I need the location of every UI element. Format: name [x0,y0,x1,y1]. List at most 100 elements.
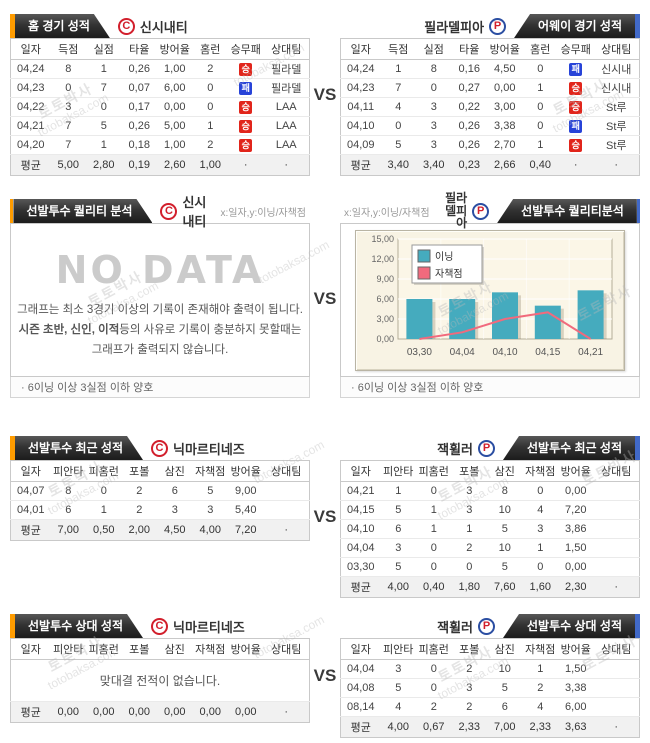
cell: 0 [522,97,558,117]
avg-cell: 4,00 [380,576,416,598]
cell: 04,10 [340,116,381,136]
section-title: 홈 경기 성적 [15,14,110,38]
col-header: 상대팀 [263,638,310,660]
team-block: C 신시내티 [110,17,196,36]
col-header: 일자 [340,638,381,660]
panel-header: 잭휠러 P 선발투수 상대 성적 [340,614,640,638]
panel-away-record: 필라델피아 P 어웨이 경기 성적 일자 득점 실점 타율 방어율 홈런 승무패 상대팀 04,… [340,14,640,176]
win-badge: 승 [569,100,583,114]
cell: 04,22 [10,97,51,117]
team-name: 필라델피아 [424,19,485,35]
cell: 04,24 [340,59,381,79]
cell: 2 [121,500,157,520]
vs-label: VS [313,507,337,526]
avg-cell: 3,40 [416,154,452,176]
win-badge: 승 [239,100,253,114]
col-header: 방어율 [558,638,594,660]
panel-quality-right: x:일자,y:이닝/자책점 필라델피아 P 선발투수 퀄리티분석 0,00 3,0… [340,192,640,398]
team-block: 잭휠러 P [429,617,503,636]
avg-cell: · [593,576,640,598]
cell [593,557,640,577]
cell: 2 [451,697,487,717]
avg-cell: 0,23 [451,154,487,176]
cell: 8 [50,481,86,501]
stats-table: 일자 피안타 피홈런 포볼 삼진 자책점 방어율 상대팀 04,07 8 0 2 6 5 9,00 04,01… [10,460,310,541]
cell: 08,14 [340,697,381,717]
section-matchup-record: 선발투수 상대 성적 C 닉마르티네즈 일자 피안타 피홈런 포볼 삼진 자책점 방어율 상대… [0,614,650,738]
cell: 승 [228,135,264,155]
table-row: 04,24 8 1 0,26 1,00 2 승 필라델 [10,59,310,79]
avg-cell: 0,00 [121,701,157,723]
cell: 04,07 [10,481,51,501]
cell: 1 [416,519,452,539]
orange-accent-bar [10,14,15,38]
cell: 8 [416,59,452,79]
cell: 0,07 [121,78,157,98]
cell: 0 [416,659,452,679]
cell: 0,17 [121,97,157,117]
panel-home-record: 홈 경기 성적 C 신시내티 일자 득점 실점 타율 방어율 홈런 승무패 상대팀 04,24 8… [10,14,310,176]
col-header: 승무패 [558,38,594,60]
cell: 승 [558,135,594,155]
col-header: 삼진 [487,638,523,660]
avg-cell: 0,40 [416,576,452,598]
cell: 1 [192,116,228,136]
col-header: 자책점 [522,638,558,660]
avg-cell: 0,40 [522,154,558,176]
cell: 04,10 [340,519,381,539]
win-badge: 승 [569,81,583,95]
reds-logo-icon: C [151,439,168,457]
cell: 9,00 [228,481,264,501]
col-header: 일자 [10,638,51,660]
win-badge: 승 [239,119,253,133]
cell: 1 [380,481,416,501]
cell: 5 [192,481,228,501]
cell: 0 [192,97,228,117]
cell: 4,50 [487,59,523,79]
col-header: 방어율 [157,38,193,60]
cell: 0 [522,557,558,577]
cell [593,538,640,558]
cell: 0 [416,557,452,577]
avg-cell: 3,40 [380,154,416,176]
team-name: 필라델피아 [445,191,468,231]
avg-cell: 1,80 [451,576,487,598]
cell: 1,50 [558,538,594,558]
table-header-row: 일자 득점 실점 타율 방어율 홈런 승무패 상대팀 [340,38,640,60]
cell: 0,22 [451,97,487,117]
cell: 1 [86,59,122,79]
avg-cell: · [593,716,640,738]
recent-record-table: 일자 피안타 피홈런 포볼 삼진 자책점 방어율 상대팀 04,07 8 0 2 6 5 9,00 04,01… [10,460,310,541]
cell: 6,00 [558,697,594,717]
table-row: 04,10 0 3 0,26 3,38 0 패 St루 [340,116,640,136]
avg-cell: 2,30 [558,576,594,598]
cell: 1 [522,659,558,679]
cell: 04,09 [340,135,381,155]
avg-cell: 7,20 [228,519,264,541]
cell: 3 [416,97,452,117]
team-block: 필라델피아 P [416,17,514,36]
average-row: 평균 5,00 2,80 0,19 2,60 1,00 · · [10,154,310,176]
cell: 8 [487,481,523,501]
cell: 패 [228,78,264,98]
win-badge: 승 [569,138,583,152]
cell: 0,26 [451,116,487,136]
cell: 4 [522,697,558,717]
pitcher-name: 닉마르티네즈 [173,441,245,457]
table-row: 04,08 5 0 3 5 2 3,38 [340,678,640,698]
svg-text:04,04: 04,04 [450,347,475,358]
table-row: 04,07 8 0 2 6 5 9,00 [10,481,310,501]
panel-matchup-left: 선발투수 상대 성적 C 닉마르티네즈 일자 피안타 피홈런 포볼 삼진 자책점 방어율 상대… [10,614,310,723]
cell: 03,30 [340,557,381,577]
avg-cell: · [228,154,264,176]
average-row: 평균 3,40 3,40 0,23 2,66 0,40 · · [340,154,640,176]
avg-cell: · [593,154,640,176]
cell: 0 [416,481,452,501]
cell: 0,00 [558,557,594,577]
cell: 승 [228,59,264,79]
avg-cell: 2,33 [522,716,558,738]
orange-accent-bar [10,436,15,460]
average-row: 평균 0,00 0,00 0,00 0,00 0,00 0,00 · [10,701,310,723]
col-header: 실점 [416,38,452,60]
section-title: 선발투수 상대 성적 [15,614,143,638]
